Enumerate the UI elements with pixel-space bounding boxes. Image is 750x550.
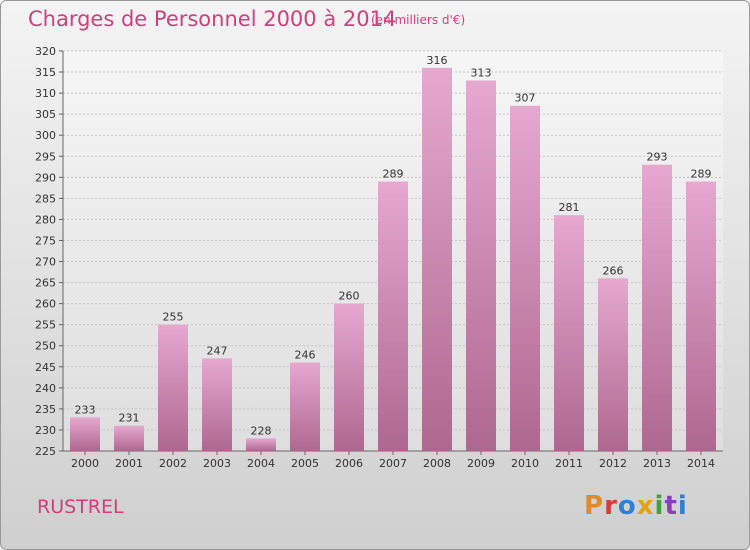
x-tick-label: 2012 — [599, 457, 627, 470]
commune-name: RUSTREL — [37, 496, 124, 518]
bar — [686, 181, 716, 452]
y-tick-label: 270 — [35, 256, 56, 269]
x-tick-label: 2006 — [335, 457, 363, 470]
logo-letter: r — [604, 491, 618, 521]
logo-letter: t — [664, 491, 678, 521]
y-tick-label: 285 — [35, 192, 56, 205]
x-tick-label: 2014 — [687, 457, 715, 470]
data-label: 281 — [559, 201, 580, 214]
proxiti-logo: Proxiti — [584, 491, 688, 521]
y-tick-label: 230 — [35, 424, 56, 437]
x-tick-label: 2004 — [247, 457, 275, 470]
x-tick-label: 2005 — [291, 457, 319, 470]
y-tick-label: 290 — [35, 171, 56, 184]
data-label: 293 — [647, 151, 668, 164]
x-tick-label: 2008 — [423, 457, 451, 470]
y-tick-label: 310 — [35, 87, 56, 100]
data-label: 255 — [163, 311, 184, 324]
bar — [598, 278, 628, 451]
y-tick-label: 280 — [35, 213, 56, 226]
x-tick-label: 2010 — [511, 457, 539, 470]
bar — [158, 324, 188, 451]
data-label: 231 — [119, 412, 140, 425]
y-tick-label: 235 — [35, 403, 56, 416]
y-tick-label: 240 — [35, 382, 56, 395]
data-label: 289 — [383, 168, 404, 181]
data-label: 313 — [471, 66, 492, 79]
y-tick-label: 265 — [35, 277, 56, 290]
x-tick-label: 2002 — [159, 457, 187, 470]
logo-letter: o — [617, 491, 637, 521]
y-tick-label: 275 — [35, 234, 56, 247]
data-label: 246 — [295, 349, 316, 362]
y-tick-label: 225 — [35, 445, 56, 458]
y-tick-label: 320 — [35, 45, 56, 58]
data-label: 307 — [515, 92, 536, 105]
data-label: 289 — [691, 168, 712, 181]
y-tick-label: 295 — [35, 150, 56, 163]
bar — [334, 303, 364, 451]
x-tick-label: 2000 — [71, 457, 99, 470]
bar — [554, 215, 584, 451]
y-tick-label: 315 — [35, 66, 56, 79]
logo-letter: x — [636, 491, 655, 521]
logo-letter: i — [677, 491, 688, 521]
data-label: 228 — [251, 424, 272, 437]
bar — [246, 438, 276, 451]
x-tick-label: 2013 — [643, 457, 671, 470]
bar — [510, 105, 540, 451]
x-tick-label: 2007 — [379, 457, 407, 470]
bar — [466, 80, 496, 451]
bar — [378, 181, 408, 452]
bar — [70, 417, 100, 451]
bar — [422, 67, 452, 451]
x-tick-label: 2003 — [203, 457, 231, 470]
y-tick-label: 245 — [35, 361, 56, 374]
y-tick-label: 255 — [35, 319, 56, 332]
y-tick-label: 250 — [35, 340, 56, 353]
y-tick-label: 305 — [35, 108, 56, 121]
chart-subtitle: (en milliers d'€) — [371, 13, 466, 27]
data-label: 233 — [75, 403, 96, 416]
x-tick-label: 2009 — [467, 457, 495, 470]
logo-letter: P — [584, 491, 605, 521]
data-label: 316 — [427, 54, 448, 67]
y-tick-label: 300 — [35, 129, 56, 142]
bar — [202, 358, 232, 451]
data-label: 260 — [339, 290, 360, 303]
bar — [290, 362, 320, 451]
data-label: 247 — [207, 344, 228, 357]
bar — [114, 425, 144, 451]
bar — [642, 164, 672, 451]
y-tick-label: 260 — [35, 298, 56, 311]
logo-letter: i — [654, 491, 665, 521]
data-label: 266 — [603, 264, 624, 277]
chart-title: Charges de Personnel 2000 à 2014 — [28, 7, 397, 31]
x-tick-label: 2011 — [555, 457, 583, 470]
x-tick-label: 2001 — [115, 457, 143, 470]
